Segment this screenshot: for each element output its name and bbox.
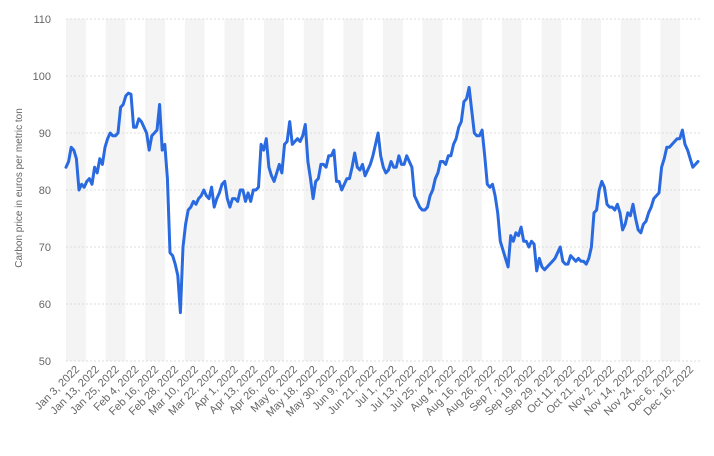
column-band <box>462 19 483 361</box>
series-group <box>64 85 700 315</box>
y-tick-label: 80 <box>39 185 51 197</box>
series-line <box>64 85 700 315</box>
gridlines <box>66 18 700 362</box>
y-tick-label: 110 <box>33 14 51 26</box>
column-band <box>383 19 403 361</box>
y-tick-label: 60 <box>39 299 51 311</box>
y-axis-label: Carbon price in euros per metric ton <box>14 108 25 268</box>
y-tick-label: 100 <box>33 71 51 83</box>
column-band <box>343 19 364 361</box>
y-tick-label: 90 <box>39 128 51 140</box>
y-tick-label: 70 <box>39 242 51 254</box>
y-axis-ticks: 50 60 70 80 90 100 110 <box>33 14 51 368</box>
y-tick-label: 50 <box>39 356 51 368</box>
